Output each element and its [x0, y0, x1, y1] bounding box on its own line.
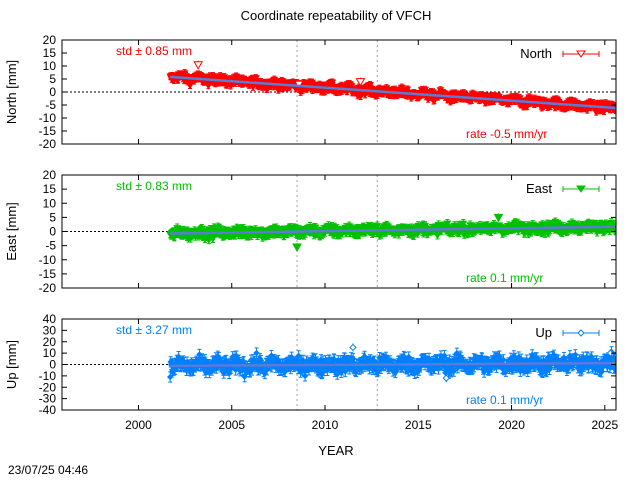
- trend-line-north: [170, 75, 616, 110]
- y-axis-label-north: North [mm]: [4, 60, 19, 124]
- outlier-point: [193, 60, 204, 70]
- point-marker: [612, 107, 616, 115]
- chart-title: Coordinate repeatability of VFCH: [241, 8, 432, 23]
- y-tick-label: 20: [43, 33, 57, 47]
- y-tick-label: 5: [49, 72, 56, 86]
- legend-north: North: [520, 46, 600, 61]
- y-tick-label: 15: [43, 46, 57, 60]
- point-marker: [328, 79, 337, 87]
- legend-marker: [576, 50, 586, 58]
- y-tick-label: -10: [39, 111, 57, 125]
- std-annotation-north: std ± 0.85 mm: [116, 44, 192, 58]
- point-marker: [355, 78, 366, 87]
- y-tick-label: -20: [39, 137, 57, 151]
- timestamp: 23/07/25 04:46: [8, 463, 88, 477]
- y-tick-label: 0: [49, 85, 56, 99]
- y-tick-label: -5: [45, 98, 56, 112]
- x-axis-label: YEAR: [318, 443, 353, 458]
- y-tick-label: 10: [43, 59, 57, 73]
- legend-label: North: [520, 46, 552, 61]
- data-series-north: [166, 60, 616, 116]
- outlier-point: [355, 77, 366, 87]
- y-tick-label: -15: [39, 124, 57, 138]
- point-marker: [193, 61, 204, 70]
- rate-annotation-north: rate -0.5 mm/yr: [466, 127, 547, 141]
